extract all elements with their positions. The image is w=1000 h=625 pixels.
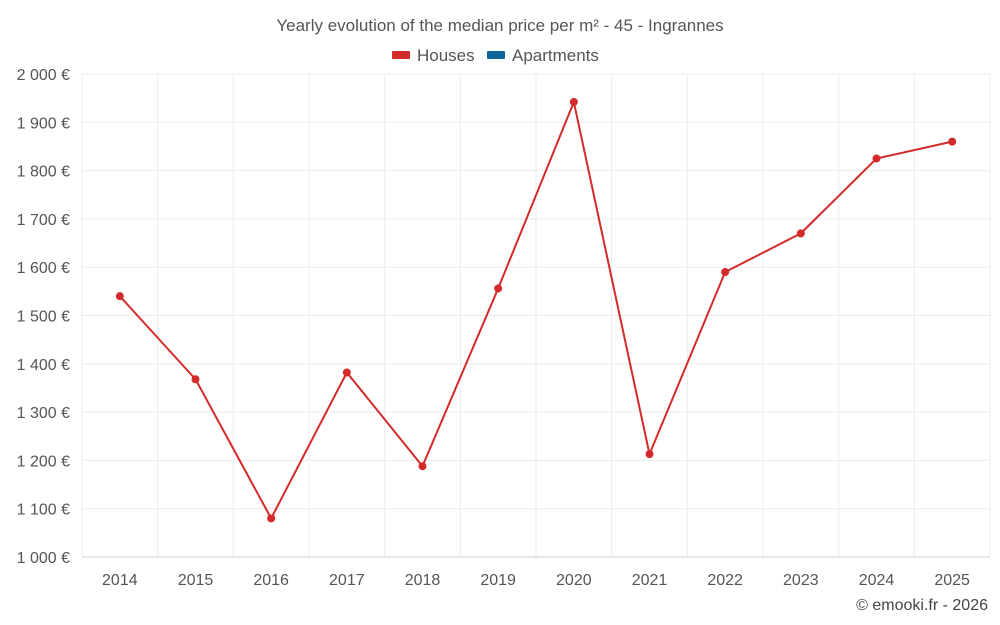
data-point-houses-2024[interactable] xyxy=(872,154,881,163)
data-point-houses-2021[interactable] xyxy=(645,450,654,459)
data-point-houses-2023[interactable] xyxy=(796,229,805,238)
x-tick-label: 2024 xyxy=(859,572,895,589)
y-tick-label: 1 200 € xyxy=(17,453,70,470)
x-tick-label: 2020 xyxy=(556,572,592,589)
legend-item-apartments[interactable]: Apartments xyxy=(487,46,599,65)
x-tick-label: 2025 xyxy=(934,572,970,589)
y-tick-label: 1 800 € xyxy=(17,164,70,181)
y-tick-label: 1 700 € xyxy=(17,212,70,229)
y-tick-label: 1 400 € xyxy=(17,357,70,374)
data-point-houses-2014[interactable] xyxy=(115,292,124,301)
legend-swatch-houses xyxy=(392,51,410,59)
x-tick-label: 2021 xyxy=(632,572,668,589)
x-tick-label: 2022 xyxy=(707,572,743,589)
y-tick-label: 1 600 € xyxy=(17,260,70,277)
legend-item-houses[interactable]: Houses xyxy=(392,46,475,65)
data-point-houses-2019[interactable] xyxy=(494,284,503,293)
y-tick-label: 1 000 € xyxy=(17,550,70,567)
x-tick-label: 2016 xyxy=(253,572,289,589)
legend[interactable]: Houses Apartments xyxy=(392,46,599,65)
credit-text: © emooki.fr - 2026 xyxy=(856,597,988,614)
chart-title: Yearly evolution of the median price per… xyxy=(276,16,723,35)
y-tick-label: 1 300 € xyxy=(17,405,70,422)
y-tick-label: 1 500 € xyxy=(17,309,70,326)
x-tick-label: 2014 xyxy=(102,572,138,589)
series-line-houses xyxy=(119,101,953,520)
grid xyxy=(81,73,991,558)
legend-label-houses: Houses xyxy=(417,46,475,65)
x-tick-label: 2017 xyxy=(329,572,365,589)
data-point-houses-2018[interactable] xyxy=(418,462,427,471)
data-point-houses-2020[interactable] xyxy=(569,98,578,107)
data-point-houses-2022[interactable] xyxy=(721,268,730,277)
y-tick-label: 1 100 € xyxy=(17,502,70,519)
legend-swatch-apartments xyxy=(487,51,505,59)
data-point-houses-2016[interactable] xyxy=(267,514,276,523)
series-layer xyxy=(115,98,957,523)
data-point-houses-2025[interactable] xyxy=(948,137,957,146)
y-tick-label: 1 900 € xyxy=(17,115,70,132)
legend-label-apartments: Apartments xyxy=(512,46,599,65)
x-tick-label: 2019 xyxy=(480,572,516,589)
data-point-houses-2015[interactable] xyxy=(191,375,200,384)
data-point-houses-2017[interactable] xyxy=(342,368,351,377)
y-tick-label: 2 000 € xyxy=(17,67,70,84)
axes: 1 000 € 1 100 € 1 200 € 1 300 € 1 400 € 1 500… xyxy=(17,67,990,589)
x-tick-label: 2023 xyxy=(783,572,819,589)
x-tick-label: 2018 xyxy=(405,572,441,589)
x-tick-label: 2015 xyxy=(178,572,214,589)
